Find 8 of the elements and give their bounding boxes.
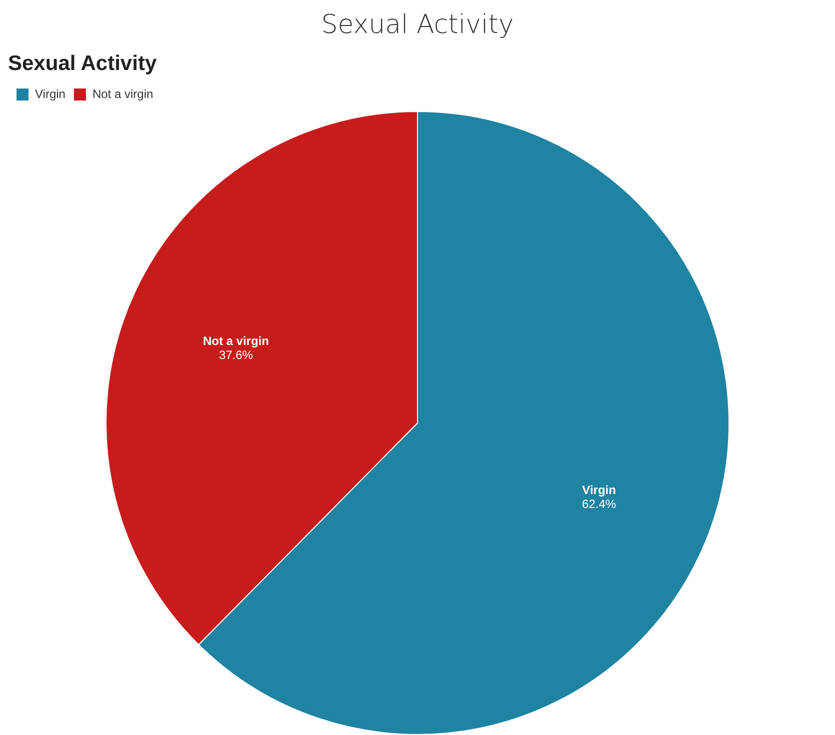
slice-label: Virgin	[582, 482, 616, 497]
data-label: 37.6%	[218, 348, 254, 362]
slice-label: Not a virgin	[202, 334, 269, 348]
data-label: 62.4%	[582, 496, 616, 511]
chart-title: Sexual Activity	[320, 10, 515, 40]
legend-label: Virgin	[35, 86, 66, 101]
chart-subtitle: Sexual Activity	[8, 52, 157, 76]
legend-label: Not a virgin	[92, 86, 154, 101]
